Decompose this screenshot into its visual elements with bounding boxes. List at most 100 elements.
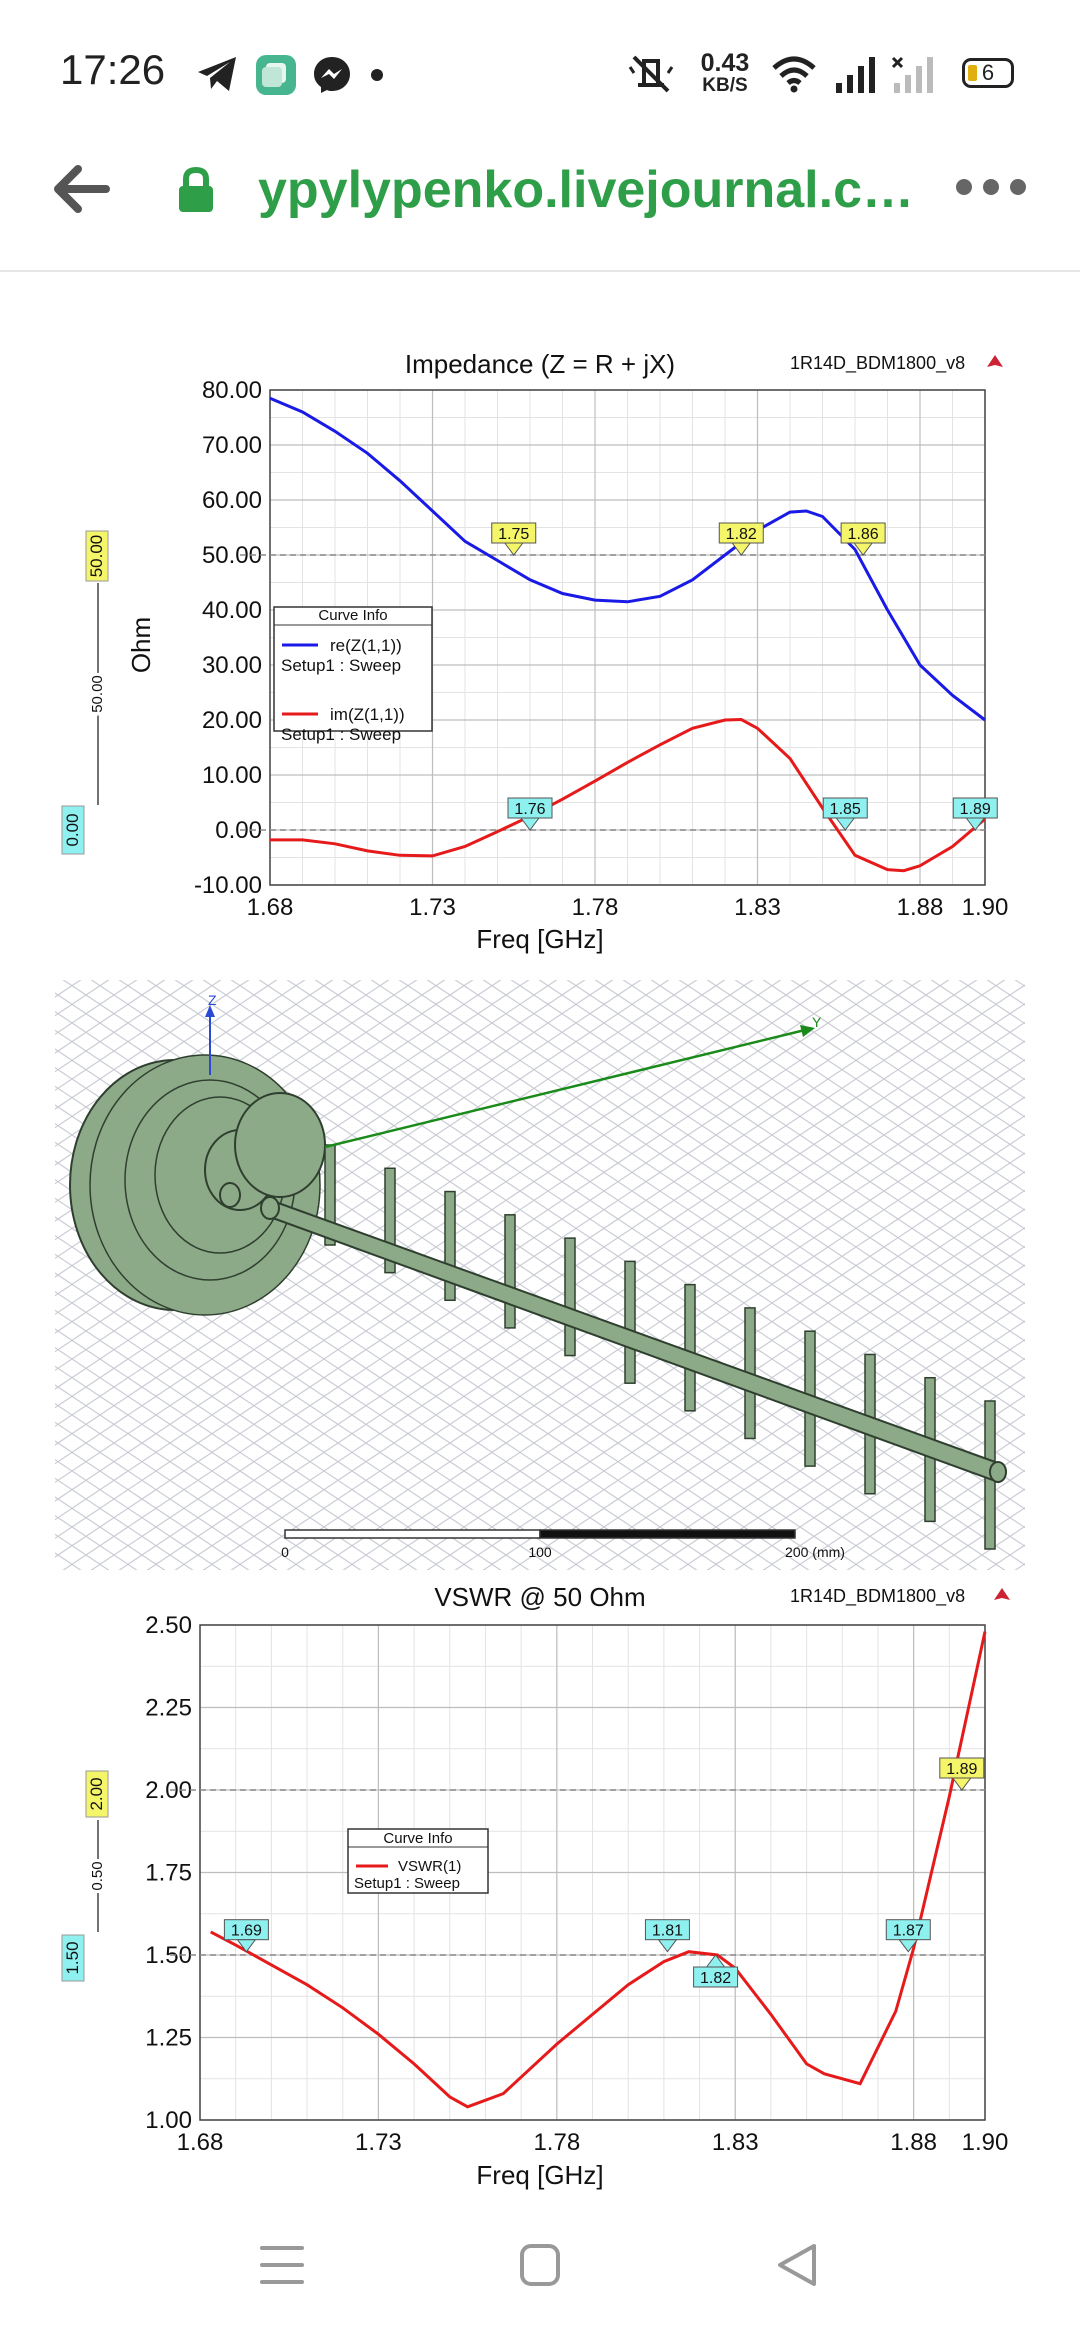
director-element xyxy=(564,1237,576,1357)
grid-line xyxy=(762,1394,1025,1570)
ref-lines-labels: 2.00 1.50 0.50 xyxy=(61,1770,109,1982)
grid-line xyxy=(958,1525,1025,1570)
home-icon[interactable] xyxy=(518,2242,562,2288)
marker-label: 1.76 xyxy=(514,801,545,818)
marker: 1.82 xyxy=(693,1954,739,1988)
ref-lines-labels: 50.00 0.00 50.00 xyxy=(61,530,109,855)
x-axis-label: Freq [GHz] xyxy=(476,2160,603,2190)
lock-icon xyxy=(179,166,213,212)
menu-icon[interactable] xyxy=(258,2242,306,2288)
grid-line xyxy=(146,984,1025,1570)
grid-line xyxy=(454,1189,1025,1570)
grid-line xyxy=(510,1226,1025,1570)
grid-line xyxy=(55,980,250,1110)
signal-off-icon xyxy=(891,56,933,93)
grid-line xyxy=(482,1208,1025,1570)
grid-line xyxy=(55,980,866,1521)
grid-line xyxy=(55,980,782,1465)
ansys-logo-icon xyxy=(994,1588,1010,1600)
y-tick-label: 10.00 xyxy=(202,762,262,789)
grid-line xyxy=(286,1077,1025,1570)
grid-line xyxy=(55,1552,82,1570)
y-axis-label: Ohm xyxy=(126,617,156,673)
toolbar-divider xyxy=(0,270,1080,272)
y-tick-label: 2.25 xyxy=(145,1695,192,1722)
grid-line xyxy=(622,980,1025,1249)
plot-frame xyxy=(199,1624,986,2121)
grid-line xyxy=(55,1365,362,1570)
marker-label: 1.82 xyxy=(700,1970,731,1987)
more-icon[interactable] xyxy=(954,176,1028,198)
x-tick-label: 1.88 xyxy=(897,894,944,921)
grid-line xyxy=(622,1301,1025,1570)
grid-line xyxy=(818,980,1025,1118)
grid-line xyxy=(1036,975,1080,1570)
marker-label: 1.75 xyxy=(498,526,529,543)
vswr-plot-svg: VSWR @ 50 Ohm 1R14D_BDM1800_v8 Freq [GHz… xyxy=(61,1582,1010,2190)
grid-line xyxy=(286,980,1025,1473)
ansys-logo-icon xyxy=(987,355,1003,367)
grid-line xyxy=(566,1264,1025,1570)
legend-box: Curve Info VSWR(1) Setup1 : Sweep xyxy=(347,1828,489,1894)
grid-line xyxy=(958,980,1025,1025)
grid-line xyxy=(734,1376,1025,1570)
ref-value-0: 0.00 xyxy=(63,813,82,846)
grid-line xyxy=(370,1133,1025,1570)
x-tick-label: 1.68 xyxy=(247,894,294,921)
grid-line xyxy=(594,1282,1025,1570)
grid-line xyxy=(55,1178,642,1570)
scale-bar: 0 100 200 (mm) xyxy=(281,1529,845,1560)
grid-line xyxy=(90,980,978,1570)
director-element xyxy=(684,1283,696,1412)
legend-title: Curve Info xyxy=(383,1830,452,1847)
project-label: 1R14D_BDM1800_v8 xyxy=(790,353,965,374)
ref-delta: 0.50 xyxy=(89,1861,106,1890)
grid-line xyxy=(678,980,1025,1212)
url-text[interactable]: ypylypenko.livejournal.c… xyxy=(258,161,914,219)
x-tick-label: 1.83 xyxy=(712,2129,759,2156)
net-speed: 0.43 KB/S xyxy=(700,49,750,96)
scale-label-0: 0 xyxy=(281,1544,289,1560)
director-element xyxy=(504,1214,516,1329)
grid-line xyxy=(0,975,60,1570)
x-tick-label: 1.90 xyxy=(962,894,1009,921)
grid-line xyxy=(55,980,642,1372)
grid-line xyxy=(55,1458,222,1570)
y-tick-label: 1.25 xyxy=(145,2025,192,2052)
grid-line xyxy=(55,1440,250,1570)
plot-frame xyxy=(269,389,986,886)
clock: 17:26 xyxy=(60,46,166,93)
director-element xyxy=(624,1260,636,1384)
y-tick-label: 80.00 xyxy=(202,377,262,404)
impedance-chart: Impedance (Z = R + jX) 1R14D_BDM1800_v8 … xyxy=(0,325,1080,965)
grid-line xyxy=(55,1421,278,1570)
y-tick-label: 70.00 xyxy=(202,432,262,459)
marker: 1.75 xyxy=(491,522,537,556)
dot-icon xyxy=(371,69,383,81)
back-arrow-icon[interactable] xyxy=(50,165,110,213)
impedance-plot-svg: Impedance (Z = R + jX) 1R14D_BDM1800_v8 … xyxy=(61,349,1009,954)
grid-line xyxy=(846,980,1025,1100)
grid-line xyxy=(1036,975,1080,1570)
legend-series-1-sub: Setup1 : Sweep xyxy=(354,1875,460,1892)
legend-series-2-sub: Setup1 : Sweep xyxy=(281,725,401,744)
marker-label: 1.89 xyxy=(960,801,991,818)
grid-line xyxy=(202,1021,1025,1570)
y-tick-label: 40.00 xyxy=(202,597,262,624)
grid-line xyxy=(0,975,60,1570)
marker: 1.86 xyxy=(840,522,886,556)
x-tick-label: 1.83 xyxy=(734,894,781,921)
back-icon[interactable] xyxy=(772,2240,820,2290)
grid-line xyxy=(55,1328,418,1570)
ref-badge-50 xyxy=(85,530,109,582)
grid-line xyxy=(55,980,222,1092)
x-axis-label: Freq [GHz] xyxy=(476,924,603,954)
grid-line xyxy=(342,1114,1025,1570)
ref-value-1-5: 1.50 xyxy=(63,1941,82,1974)
x-tick-label: 1.78 xyxy=(533,2129,580,2156)
grid-line xyxy=(734,980,1025,1174)
grid-line xyxy=(398,980,1025,1398)
battery-icon: 6 xyxy=(962,58,1014,88)
legend-series-1-sub: Setup1 : Sweep xyxy=(281,656,401,675)
grid-line xyxy=(874,1469,1025,1570)
